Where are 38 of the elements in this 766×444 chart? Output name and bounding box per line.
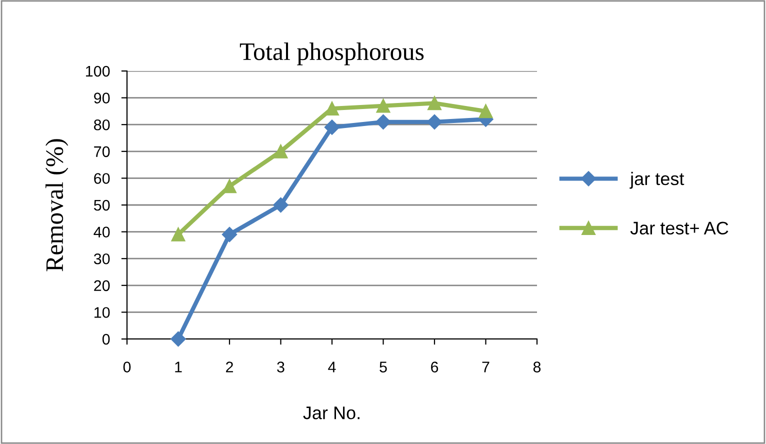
y-tick-label: 40 [94, 226, 110, 238]
point [325, 102, 339, 116]
chart-title: Total phosphorous [240, 42, 424, 66]
x-tick-label: 5 [380, 362, 387, 372]
y-tick-label: 30 [94, 253, 110, 264]
y-tick-label: 100 [86, 66, 110, 77]
point [324, 120, 340, 135]
x-tick-label: 0 [123, 362, 131, 372]
y-tick-label: 0 [102, 334, 110, 345]
x-tick-label: 8 [533, 362, 541, 372]
x-tick-label: 4 [328, 362, 336, 372]
x-axis-title: Jar No. [303, 406, 360, 420]
point [376, 98, 390, 113]
x-tick-label: 2 [226, 362, 233, 372]
point [478, 104, 493, 118]
y-tick-label: 60 [94, 173, 110, 184]
x-tick-label: 6 [431, 362, 438, 372]
x-tick-label: 1 [175, 362, 182, 372]
y-tick-label: 50 [94, 200, 110, 211]
y-tick-label: 70 [94, 146, 110, 158]
point [222, 226, 238, 242]
point [170, 331, 186, 347]
point [274, 144, 288, 158]
y-tick-label: 90 [94, 92, 110, 104]
x-tick-label: 7 [482, 362, 490, 372]
y-tick-label: 10 [94, 307, 110, 318]
y-tick-label: 80 [94, 119, 110, 130]
point [171, 228, 186, 242]
point [428, 96, 442, 110]
y-axis-title: Removal (%) [46, 139, 68, 272]
point [376, 114, 391, 130]
y-tick-label: 20 [94, 280, 110, 292]
point [426, 114, 442, 130]
point [273, 197, 288, 213]
legend-label: Jar test+ AC [630, 222, 728, 235]
legend-label: jar test [630, 172, 684, 189]
point [222, 179, 236, 194]
x-tick-label: 3 [277, 362, 284, 372]
